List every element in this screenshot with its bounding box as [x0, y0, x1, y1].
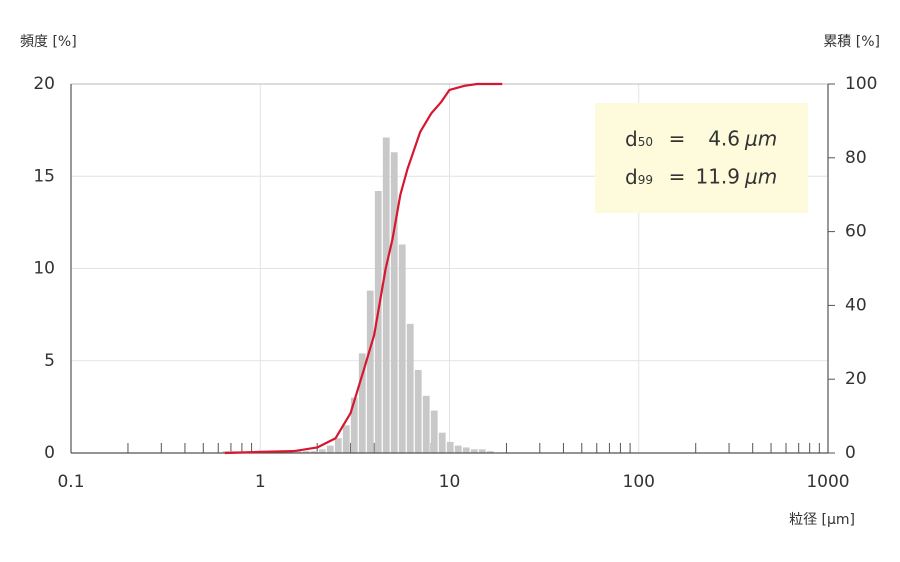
histogram-bar	[358, 353, 366, 453]
annotation-symbol: d	[625, 127, 638, 151]
y2-tick-label: 100	[845, 74, 877, 94]
histogram-bar	[406, 323, 414, 453]
annotation-box	[595, 103, 808, 213]
histogram-bar	[462, 447, 470, 453]
x-tick-label: 100	[623, 472, 655, 492]
histogram-bar	[390, 152, 398, 453]
y2-tick-label: 0	[845, 443, 856, 463]
annotation-subscript: 50	[638, 135, 653, 149]
y2-tick-label: 80	[845, 148, 867, 168]
annotation-operator: =	[669, 127, 686, 151]
annotation-operator: =	[669, 165, 686, 189]
histogram-bar	[302, 451, 310, 453]
histogram-bar	[366, 290, 374, 453]
x-axis-title: 粒径 [μm]	[789, 512, 855, 528]
histogram-bar	[438, 432, 446, 453]
histogram-bar	[318, 449, 326, 453]
annotation: d99	[625, 165, 653, 189]
annotation-subscript: 99	[638, 173, 653, 187]
histogram-bar	[350, 397, 358, 453]
histogram-bar	[422, 395, 430, 453]
histogram-bar	[374, 191, 382, 453]
annotation-symbol: d	[625, 165, 638, 189]
histogram-bar	[382, 137, 390, 453]
histogram-bar	[470, 449, 478, 453]
y-tick-label: 15	[33, 166, 55, 186]
histogram-bar	[454, 445, 462, 453]
histogram-bar	[486, 451, 494, 453]
x-tick-label: 1000	[806, 472, 849, 492]
histogram-bar	[342, 425, 350, 453]
x-tick-label: 10	[439, 472, 461, 492]
histogram-bar	[326, 445, 334, 453]
annotation-unit: μm	[744, 165, 777, 189]
y2-tick-label: 40	[845, 295, 867, 315]
y-tick-label: 10	[33, 259, 55, 279]
histogram-bar	[478, 449, 486, 453]
x-tick-label: 1	[255, 472, 266, 492]
annotation: d50	[625, 127, 653, 151]
annotation-value: 4.6	[708, 127, 740, 151]
histogram-bar	[398, 244, 406, 453]
y2-axis-title: 累積 [%]	[823, 34, 880, 50]
x-tick-label: 0.1	[57, 472, 84, 492]
histogram-bar	[446, 441, 454, 453]
histogram-bar	[430, 410, 438, 453]
histogram-bar	[294, 451, 302, 453]
y2-tick-label: 60	[845, 222, 867, 242]
y-tick-label: 20	[33, 74, 55, 94]
histogram-bar	[310, 451, 318, 453]
y-axis-title: 頻度 [%]	[20, 34, 77, 50]
annotation-unit: μm	[744, 127, 777, 151]
y2-tick-label: 20	[845, 369, 867, 389]
y-tick-label: 5	[44, 351, 55, 371]
histogram-bar	[334, 438, 342, 453]
y-tick-label: 0	[44, 443, 55, 463]
cumulative-line	[224, 82, 503, 455]
histogram-bar	[414, 369, 422, 453]
annotation-value: 11.9	[695, 165, 740, 189]
